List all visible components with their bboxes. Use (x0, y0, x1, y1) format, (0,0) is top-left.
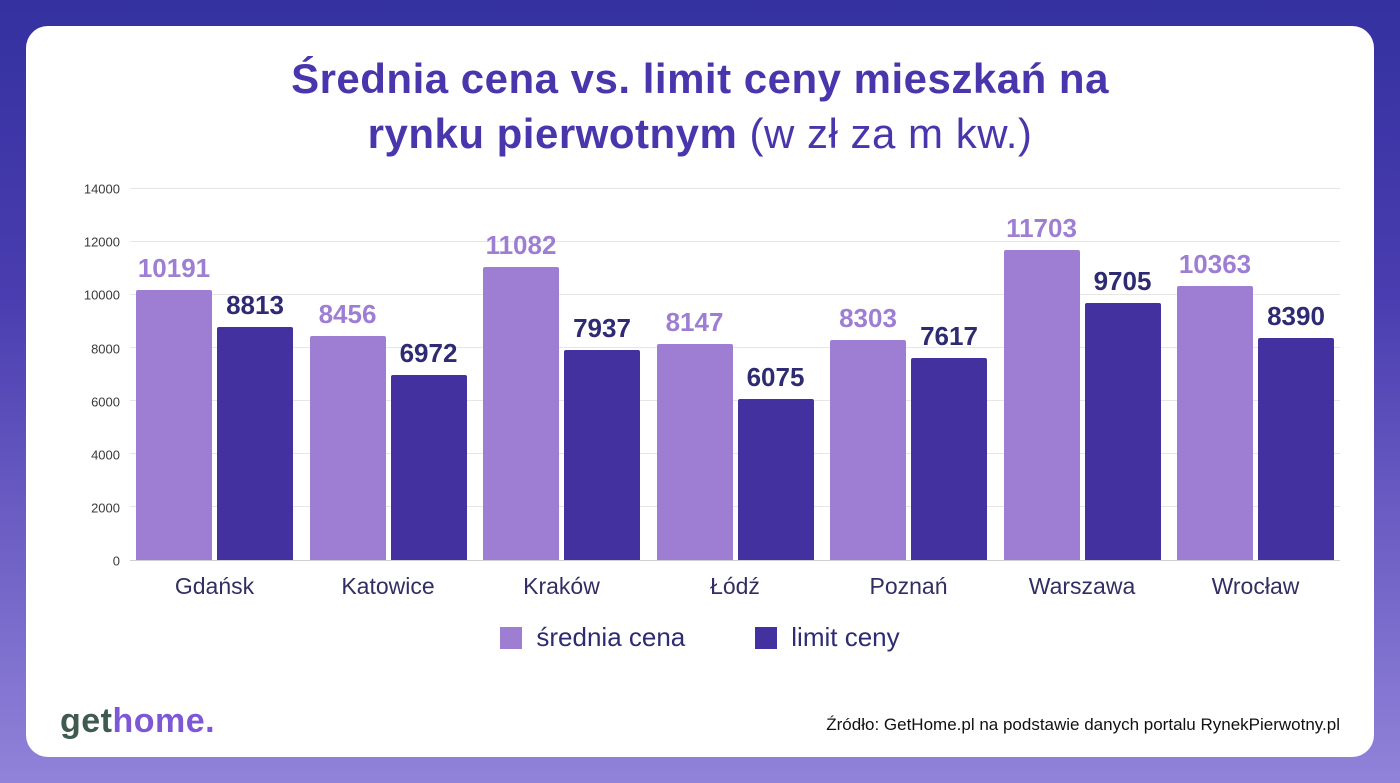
bar-value-label: 8303 (839, 303, 897, 334)
bar-unit: 7617 (911, 189, 987, 561)
chart-card: Średnia cena vs. limit ceny mieszkań na … (26, 26, 1374, 757)
category-label: Katowice (341, 573, 435, 600)
bar-value-label: 8813 (226, 289, 284, 320)
legend-swatch-average-price (500, 626, 523, 649)
title-bold-text: Średnia cena vs. limit ceny mieszkań na (291, 55, 1109, 102)
y-tick-label: 10000 (83, 287, 120, 303)
bar (830, 340, 906, 561)
bar-groups: 10191 8813 8456 6972 11082 7937 8147 6075 8303 76… (130, 189, 1340, 561)
bar-unit: 6972 (390, 189, 467, 561)
title-regular-text: (w zł za m kw.) (737, 109, 1033, 157)
bar-value-label: 6972 (399, 338, 458, 369)
bar-group: 10363 8390 (1177, 189, 1334, 561)
bar (737, 399, 814, 561)
bar (390, 375, 467, 561)
chart-title-line2: rynku pierwotnym (w zł za m kw.) (60, 107, 1340, 162)
bar-unit: 11082 (483, 189, 559, 561)
bar-value-label: 8390 (1267, 300, 1325, 331)
bar-unit: 10191 (136, 189, 212, 561)
y-tick-label: 8000 (91, 341, 120, 357)
bar-value-label: 10191 (137, 253, 211, 284)
logo-text-get: get (60, 702, 113, 740)
bar-group: 11082 7937 (483, 189, 640, 561)
bar-group: 10191 8813 (136, 189, 293, 561)
bar-value-label: 7617 (920, 321, 978, 352)
bar-value-label: 7937 (573, 312, 631, 343)
gridline (130, 241, 1340, 243)
bar-unit: 8813 (217, 189, 293, 561)
bar-group: 11703 9705 (1003, 189, 1161, 561)
bar-group: 8456 6972 (309, 189, 467, 561)
bar-value-label: 6075 (746, 362, 805, 393)
bar-unit: 8303 (830, 189, 906, 561)
bar-group: 8147 6075 (656, 189, 814, 561)
gethome-logo: gethome. (60, 702, 215, 741)
bar (911, 358, 987, 561)
bar (564, 349, 640, 561)
category-labels: Gdańsk Katowice Kraków Łódź Poznań Warszawa Wr… (130, 573, 1340, 600)
bar (1003, 250, 1080, 561)
y-tick-label: 12000 (83, 234, 120, 250)
bar-unit: 6075 (737, 189, 814, 561)
bar-unit: 11703 (1003, 189, 1080, 561)
bar-unit: 8390 (1258, 189, 1334, 561)
gridline (130, 347, 1340, 349)
y-tick-label: 6000 (91, 394, 120, 410)
bar-unit: 10363 (1177, 189, 1253, 561)
source-text: Źródło: GetHome.pl na podstawie danych p… (826, 715, 1340, 734)
gridline (130, 400, 1340, 402)
gridline (130, 294, 1340, 296)
gridline (130, 453, 1340, 455)
bar (656, 344, 733, 561)
category-label: Kraków (523, 573, 600, 600)
y-tick-label: 0 (112, 553, 120, 569)
legend-item-price-limit: limit ceny (755, 622, 900, 653)
bar-value-label: 9705 (1093, 266, 1152, 297)
bar-chart: 0 2000 4000 6000 8000 10000 12000 14000 10191 88… (60, 182, 1340, 569)
legend-label-average-price: średnia cena (536, 622, 686, 653)
bar (1084, 303, 1161, 561)
legend: średnia cena limit ceny (60, 622, 1340, 653)
gridline (130, 506, 1340, 508)
category-label: Gdańsk (174, 573, 255, 600)
y-tick-label: 2000 (91, 500, 120, 516)
bar-unit: 8147 (656, 189, 733, 561)
bar (217, 326, 293, 561)
bar (1258, 337, 1334, 561)
category-label: Poznań (869, 573, 948, 600)
bar-value-label: 11082 (485, 229, 557, 260)
legend-item-average-price: średnia cena (500, 622, 685, 653)
legend-swatch-price-limit (755, 626, 778, 649)
category-label: Łódź (710, 573, 760, 600)
plot-area: 10191 8813 8456 6972 11082 7937 8147 6075 8303 76… (130, 188, 1340, 562)
bar-value-label: 8456 (318, 299, 377, 330)
gridline (130, 188, 1340, 190)
bar-group: 8303 7617 (830, 189, 987, 561)
legend-label-price-limit: limit ceny (791, 622, 900, 653)
chart-title-line1: Średnia cena vs. limit ceny mieszkań na (60, 52, 1340, 107)
bar-value-label: 11703 (1006, 213, 1077, 244)
bar (136, 290, 212, 561)
bar (1177, 285, 1253, 561)
y-axis: 0 2000 4000 6000 8000 10000 12000 14000 (60, 182, 130, 569)
bar (483, 266, 559, 561)
y-tick-label: 4000 (91, 447, 120, 463)
y-tick-label: 14000 (83, 181, 120, 197)
logo-text-home: home. (112, 702, 216, 740)
category-label: Wrocław (1211, 573, 1300, 600)
bar-unit: 8456 (309, 189, 386, 561)
bar (309, 336, 386, 561)
bar-unit: 9705 (1084, 189, 1161, 561)
chart-title: Średnia cena vs. limit ceny mieszkań na … (60, 52, 1340, 161)
bar-unit: 7937 (564, 189, 640, 561)
bar-value-label: 8147 (665, 307, 724, 338)
footer: gethome. Źródło: GetHome.pl na podstawie… (60, 702, 1340, 757)
title-bold-text-2: rynku pierwotnym (367, 109, 738, 157)
category-label: Warszawa (1028, 573, 1136, 600)
bar-value-label: 10363 (1178, 248, 1252, 279)
